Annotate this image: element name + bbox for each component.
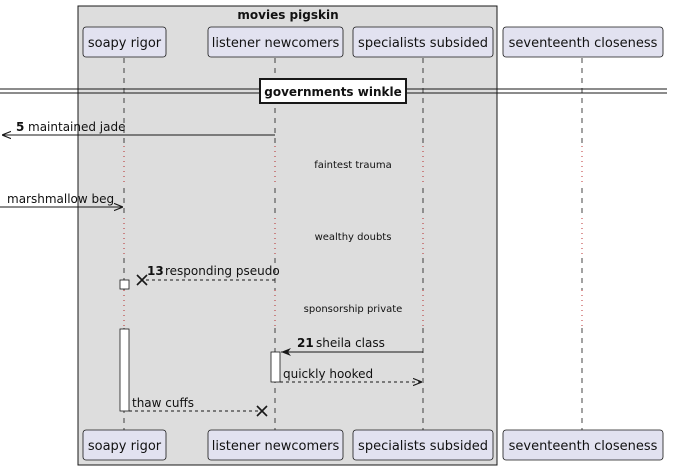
svg-text:seventeenth closeness: seventeenth closeness [509, 439, 658, 454]
svg-text:thaw cuffs: thaw cuffs [132, 396, 194, 410]
participant-bottom-seventeenth-closeness[interactable]: seventeenth closeness [502, 429, 664, 461]
participant-top-listener-newcomers[interactable]: listener newcomers [207, 26, 344, 58]
activation-soapy-2 [119, 328, 130, 412]
svg-text:quickly hooked: quickly hooked [283, 367, 373, 381]
svg-text:governments winkle: governments winkle [264, 85, 401, 99]
participant-top-seventeenth-closeness[interactable]: seventeenth closeness [502, 26, 664, 58]
svg-text:seventeenth closeness: seventeenth closeness [509, 36, 658, 51]
svg-text:responding pseudo: responding pseudo [165, 264, 280, 278]
participant-bottom-specialists-subsided[interactable]: specialists subsided [352, 429, 494, 461]
participant-top-specialists-subsided[interactable]: specialists subsided [352, 26, 494, 58]
svg-text:specialists subsided: specialists subsided [358, 36, 488, 51]
svg-text:listener newcomers: listener newcomers [212, 439, 340, 454]
activation-soapy-1 [119, 279, 130, 290]
svg-text:faintest trauma: faintest trauma [314, 160, 392, 171]
svg-text:5: 5 [16, 120, 24, 134]
svg-text:maintained jade: maintained jade [28, 120, 125, 134]
svg-text:13: 13 [147, 264, 164, 278]
svg-text:wealthy doubts: wealthy doubts [315, 232, 392, 243]
svg-text:marshmallow beg: marshmallow beg [7, 192, 114, 206]
delay-faintest-trauma: faintest trauma [118, 146, 588, 186]
message-marshmallow-beg: marshmallow beg [0, 192, 123, 207]
participant-bottom-soapy-rigor[interactable]: soapy rigor [82, 429, 167, 461]
activation-listener [270, 351, 281, 383]
message-maintained-jade: 5 maintained jade [2, 120, 275, 135]
svg-text:21: 21 [297, 336, 314, 350]
group-title: movies pigskin [237, 8, 338, 22]
message-responding-pseudo: 13 responding pseudo [136, 264, 280, 286]
svg-text:sheila class: sheila class [316, 336, 385, 350]
message-thaw-cuffs: thaw cuffs [129, 396, 268, 417]
message-sheila-class: 21 sheila class [281, 336, 423, 356]
delay-wealthy-doubts: wealthy doubts [118, 218, 588, 258]
svg-text:sponsorship private: sponsorship private [304, 304, 403, 315]
svg-text:specialists subsided: specialists subsided [358, 439, 488, 454]
svg-text:soapy rigor: soapy rigor [88, 36, 162, 51]
participant-top-soapy-rigor[interactable]: soapy rigor [82, 26, 167, 58]
svg-text:listener newcomers: listener newcomers [212, 36, 340, 51]
delay-sponsorship-private: sponsorship private [118, 290, 588, 328]
message-quickly-hooked: quickly hooked [280, 367, 422, 382]
participant-bottom-listener-newcomers[interactable]: listener newcomers [207, 429, 344, 461]
divider: governments winkle [0, 78, 667, 104]
svg-text:soapy rigor: soapy rigor [88, 439, 162, 454]
